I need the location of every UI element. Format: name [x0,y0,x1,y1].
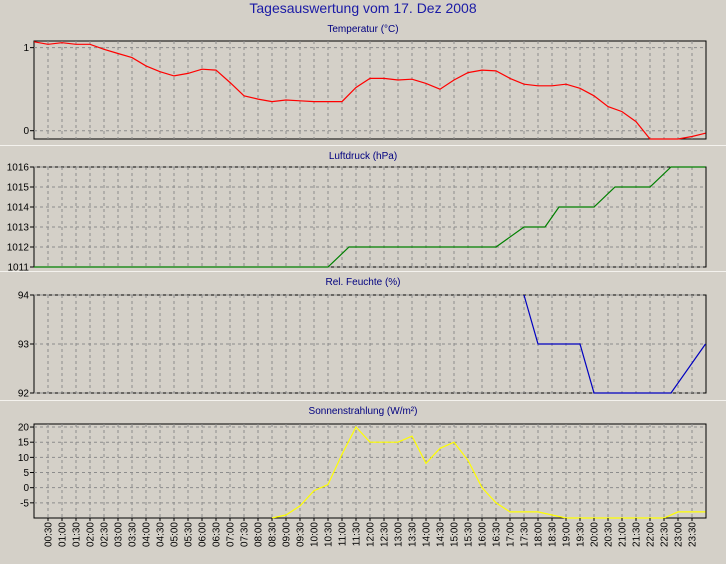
panel-separator [0,271,726,272]
x-tick-label: 04:30 [156,522,167,547]
pressure-panel-title: Luftdruck (hPa) [328,151,398,162]
x-tick-label: 11:00 [338,522,349,547]
x-tick-label: 14:30 [436,522,447,547]
radiation-y-tick-label: 20 [18,423,30,434]
x-tick-label: 15:00 [450,522,461,547]
pressure-series-line [34,166,706,268]
x-tick-label: 07:30 [240,522,251,547]
pressure-y-tick-label: 1016 [7,163,30,174]
x-tick-label: 17:30 [520,522,531,547]
panel-separator [0,400,726,401]
pressure-y-tick-label: 1015 [7,183,30,194]
x-tick-label: 21:00 [618,522,629,547]
x-tick-label: 10:30 [324,522,335,547]
radiation-y-tick-label: 5 [23,468,29,479]
x-tick-label: 14:00 [422,522,433,547]
pressure-y-tick-label: 1012 [7,243,30,254]
x-tick-label: 22:30 [660,522,671,547]
humidity-y-tick-label: 92 [18,389,30,400]
x-tick-label: 18:30 [548,522,559,547]
x-tick-label: 20:00 [590,522,601,547]
temperature-y-tick-label: 1 [23,43,29,54]
x-tick-label: 23:30 [688,522,699,547]
radiation-y-tick-label: 15 [18,438,30,449]
radiation-y-tick-label: 10 [18,453,30,464]
x-tick-label: 07:00 [226,522,237,547]
x-tick-label: 11:30 [352,522,363,547]
pressure-y-tick-label: 1011 [7,263,29,274]
x-tick-label: 01:00 [58,522,69,547]
x-tick-label: 08:00 [254,522,265,547]
humidity-series-line [523,294,706,394]
x-tick-label: 08:30 [268,522,279,547]
x-tick-label: 22:00 [646,522,657,547]
panel-separator [0,145,726,146]
x-tick-label: 18:00 [534,522,545,547]
radiation-y-tick-label: 0 [23,483,29,494]
x-tick-label: 19:00 [562,522,573,547]
x-tick-label: 21:30 [632,522,643,547]
humidity-panel-title: Rel. Feuchte (%) [325,277,401,288]
x-tick-label: 16:30 [492,522,503,547]
x-tick-label: 05:00 [170,522,181,547]
x-tick-label: 10:00 [310,522,321,547]
pressure-y-tick-label: 1013 [7,223,30,234]
x-tick-label: 01:30 [72,522,83,547]
x-tick-label: 02:00 [86,522,97,547]
x-tick-label: 02:30 [100,522,111,547]
x-tick-label: 09:00 [282,522,293,547]
x-tick-label: 03:00 [114,522,125,547]
x-tick-label: 12:30 [380,522,391,547]
x-tick-label: 00:30 [44,522,55,547]
x-tick-label: 04:00 [142,522,153,547]
x-tick-label: 13:30 [408,522,419,547]
humidity-y-tick-label: 94 [18,291,30,302]
x-tick-label: 13:00 [394,522,405,547]
x-tick-label: 16:00 [478,522,489,547]
x-tick-label: 20:30 [604,522,615,547]
temperature-panel-title: Temperatur (°C) [327,24,399,35]
x-tick-label: 05:30 [184,522,195,547]
temperature-series-line [34,41,706,140]
x-tick-label: 23:00 [674,522,685,547]
x-tick-label: 12:00 [366,522,377,547]
x-tick-label: 03:30 [128,522,139,547]
x-tick-label: 15:30 [464,522,475,547]
humidity-y-tick-label: 93 [18,340,30,351]
x-tick-label: 06:30 [212,522,223,547]
x-tick-label: 19:30 [576,522,587,547]
radiation-series-line [271,425,706,519]
temperature-y-tick-label: 0 [23,126,29,137]
radiation-y-tick-label: -5 [20,498,29,509]
x-tick-label: 09:30 [296,522,307,547]
x-tick-label: 06:00 [198,522,209,547]
x-tick-label: 17:00 [506,522,517,547]
pressure-y-tick-label: 1014 [7,203,30,214]
page-title: Tagesauswertung vom 17. Dez 2008 [249,0,477,16]
radiation-panel-title: Sonnenstrahlung (W/m²) [308,406,418,417]
